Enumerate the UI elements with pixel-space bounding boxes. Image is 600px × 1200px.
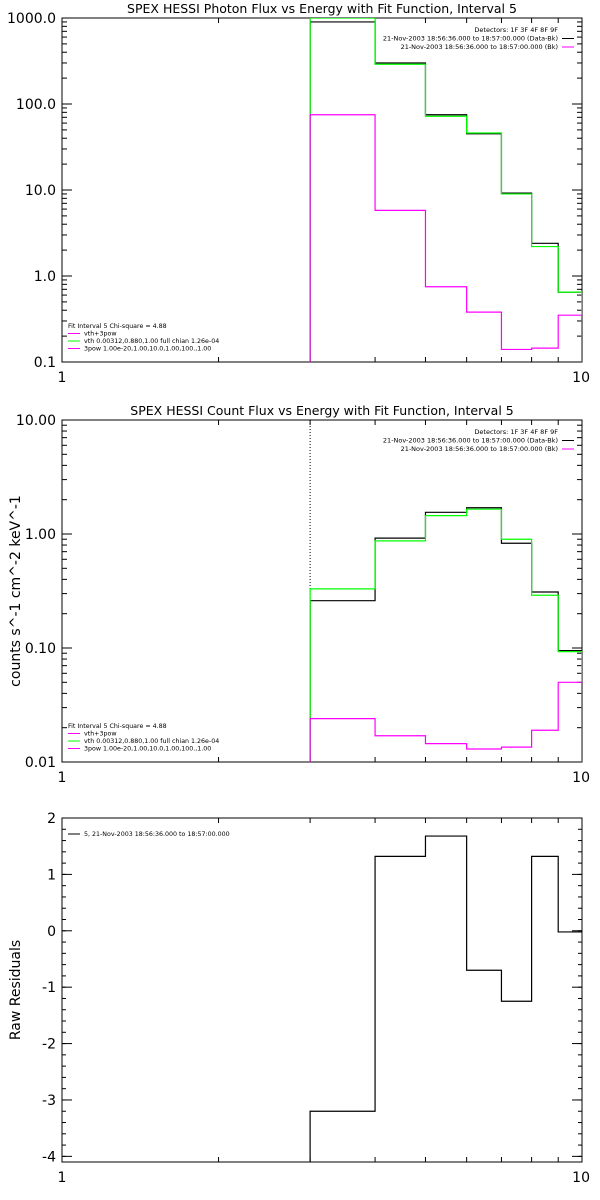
y-tick-label: 1000.0: [7, 11, 56, 27]
plot-frame: [61, 817, 583, 1163]
legend-text: vth+3pow: [84, 731, 116, 738]
legend-text: vth 0.00312,0.880,1.00 full chian 1.26e-…: [84, 738, 219, 745]
y-tick-label: 10.00: [16, 413, 56, 429]
series-2-line: [309, 18, 582, 362]
annotation-text: 21-Nov-2003 18:56:36.000 to 18:57:00.000…: [401, 43, 558, 51]
chart-title: SPEX HESSI Count Flux vs Energy with Fit…: [130, 403, 513, 418]
x-tick-label: 1: [58, 770, 67, 786]
annotation-text: Detectors: 1F 3F 4F 8F 9F: [474, 428, 558, 436]
plot-1: 1 10 0.1 1.0 10.0 100.0 1000.0 SPEX HESSI Photo…: [7, 1, 590, 386]
y-tick-label: -4: [42, 1149, 56, 1165]
y-axis-label: Raw Residuals: [8, 940, 24, 1040]
legend-text: vth+3pow: [84, 331, 116, 338]
legend-text: 3pow 1.00e-20,1.00,10.0,1.00,100.,1.00: [84, 346, 211, 353]
annotation-text: 21-Nov-2003 18:56:36.000 to 18:57:00.000…: [401, 445, 558, 453]
y-tick-label: 1.00: [25, 527, 56, 543]
series-group: [309, 835, 582, 1162]
annotation-text: 21-Nov-2003 18:56:36.000 to 18:57:00.000…: [383, 437, 558, 445]
plot-3: 1 10 -4 -3 -2 -1 0 1 2 Raw Residuals 5, 21-Nov-200…: [8, 811, 590, 1186]
legend-text: Fit Interval 5 Chi-square = 4.88: [68, 723, 167, 730]
x-tick-label: 10: [572, 770, 590, 786]
legend-text: 5, 21-Nov-2003 18:56:36.000 to 18:57:00.…: [84, 831, 230, 838]
y-tick-label: 0: [47, 924, 56, 940]
series-2-line: [309, 508, 582, 762]
y-tick-label: -3: [42, 1093, 56, 1109]
legend-text: vth 0.00312,0.880,1.00 full chian 1.26e-…: [84, 338, 219, 345]
plot-frame: [61, 419, 583, 763]
y-axis-label: counts s^-1 cm^-2 keV^-1: [8, 495, 24, 687]
x-tick-label: 1: [58, 1170, 67, 1186]
series-group: [309, 507, 582, 762]
x-tick-label: 1: [58, 370, 67, 386]
legend-text: 3pow 1.00e-20,1.00,10.0,1.00,100.,1.00: [84, 746, 211, 753]
y-tick-label: 10.0: [25, 183, 56, 199]
y-tick-label: -2: [42, 1037, 56, 1053]
series-1-line: [309, 21, 582, 362]
chart-title: SPEX HESSI Photon Flux vs Energy with Fi…: [127, 1, 517, 16]
annotation-text: Detectors: 1F 3F 4F 8F 9F: [474, 26, 558, 34]
series-1-line: [309, 507, 582, 762]
series-3-line: [309, 681, 582, 762]
y-tick-label: 0.10: [25, 641, 56, 657]
y-tick-label: 0.01: [25, 755, 56, 771]
annotation-text: 21-Nov-2003 18:56:36.000 to 18:57:00.000…: [383, 35, 558, 43]
y-tick-label: 100.0: [16, 97, 56, 113]
x-tick-label: 10: [572, 1170, 590, 1186]
legend-text: Fit Interval 5 Chi-square = 4.88: [68, 323, 167, 330]
series-1-line: [309, 835, 582, 1162]
series-3-line: [309, 114, 582, 362]
y-tick-label: 2: [47, 811, 56, 827]
series-group: [309, 18, 582, 362]
plot-frame: [61, 17, 583, 363]
y-tick-label: 0.1: [34, 355, 56, 371]
y-tick-label: 1: [47, 867, 56, 883]
y-tick-label: 1.0: [34, 269, 56, 285]
plot-2: 1 10 0.01 0.10 1.00 10.00 SPEX HESSI Count Flu…: [8, 403, 590, 786]
y-tick-label: -1: [42, 980, 56, 996]
x-tick-label: 10: [572, 370, 590, 386]
